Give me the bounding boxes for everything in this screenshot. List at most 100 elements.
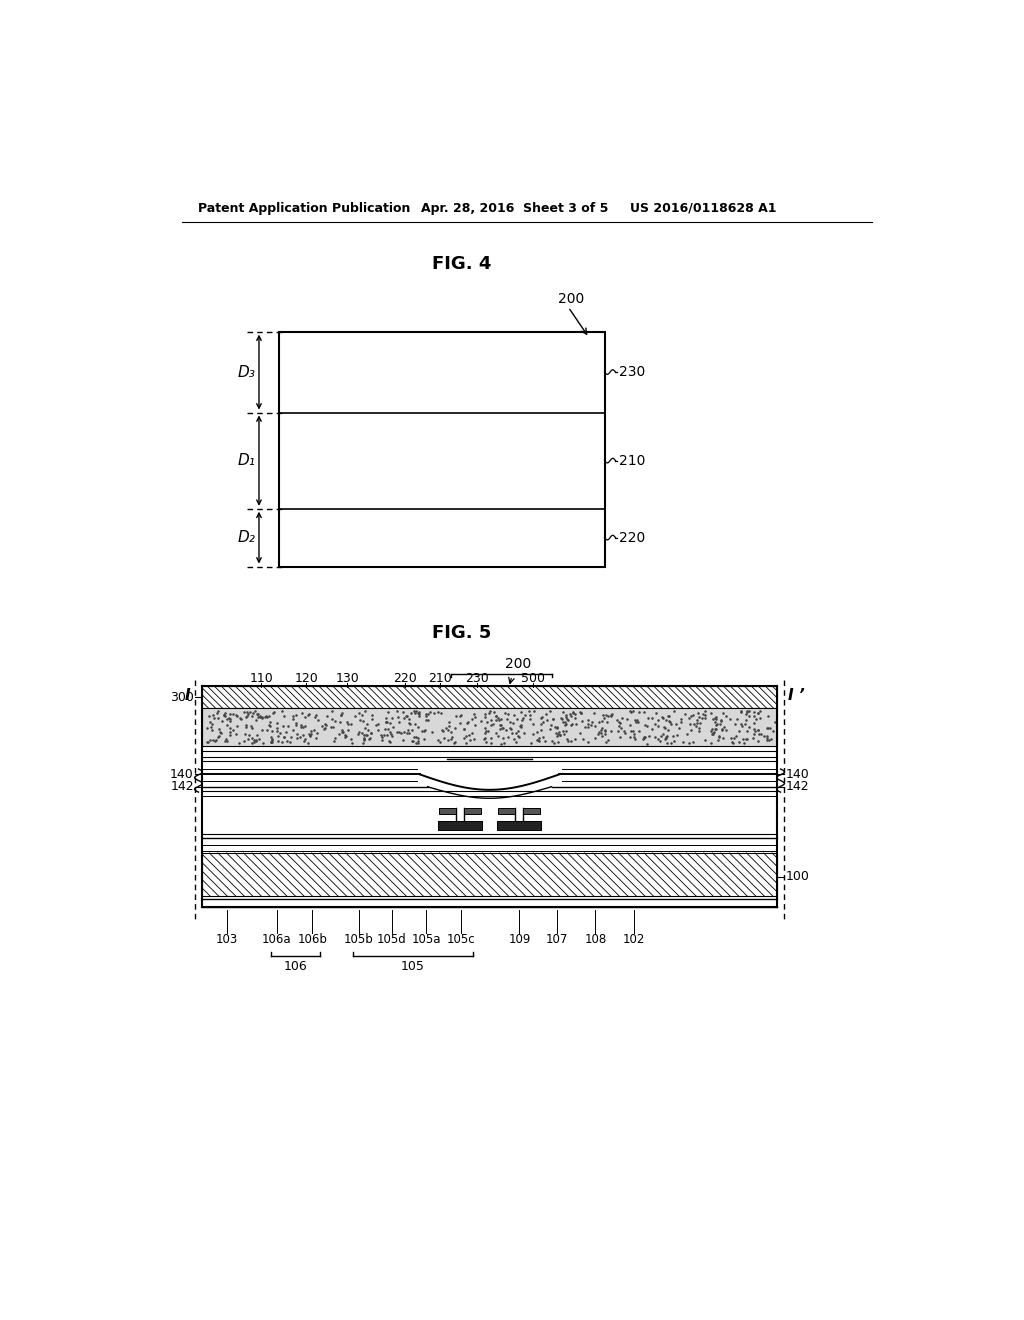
Point (689, 710, 706, 731)
Point (688, 711, 705, 733)
Point (760, 718, 776, 739)
Point (738, 729, 755, 750)
Point (482, 701, 499, 722)
Point (574, 729, 591, 750)
Point (417, 719, 433, 741)
Point (696, 708, 713, 729)
Point (550, 723, 566, 744)
Point (526, 701, 543, 722)
Point (716, 717, 732, 738)
Point (433, 702, 450, 723)
Point (475, 729, 492, 750)
Point (761, 730, 777, 751)
Text: 130: 130 (336, 672, 359, 685)
Point (273, 731, 290, 752)
Point (202, 711, 218, 733)
Point (215, 705, 231, 726)
Point (478, 731, 495, 752)
Point (364, 709, 380, 730)
Point (559, 708, 575, 729)
Point (593, 722, 609, 743)
Text: 109: 109 (508, 933, 530, 945)
Point (506, 705, 522, 726)
Point (685, 731, 701, 752)
Point (238, 706, 254, 727)
Point (350, 722, 367, 743)
Point (750, 719, 766, 741)
Point (452, 705, 468, 726)
Point (431, 731, 447, 752)
Point (548, 723, 564, 744)
Point (288, 704, 304, 725)
Point (684, 705, 700, 726)
Point (487, 709, 504, 730)
Point (483, 727, 500, 748)
Point (259, 706, 275, 727)
Point (410, 731, 426, 752)
Point (498, 702, 514, 723)
Point (503, 718, 519, 739)
Point (552, 725, 568, 746)
Point (662, 711, 678, 733)
Point (750, 702, 766, 723)
Point (355, 710, 372, 731)
Point (303, 721, 319, 742)
Point (512, 714, 528, 735)
Point (495, 727, 511, 748)
Point (639, 733, 655, 754)
Point (456, 727, 472, 748)
Point (748, 721, 764, 742)
Point (253, 719, 269, 741)
Point (583, 715, 599, 737)
Point (740, 706, 757, 727)
Point (591, 721, 607, 742)
Point (510, 726, 526, 747)
Point (422, 701, 438, 722)
Point (333, 704, 349, 725)
Point (489, 726, 506, 747)
Point (563, 706, 580, 727)
Point (702, 733, 719, 754)
Point (411, 727, 427, 748)
Point (530, 730, 547, 751)
Point (262, 715, 279, 737)
Point (681, 708, 697, 729)
Point (564, 702, 581, 723)
Point (644, 719, 660, 741)
Point (262, 711, 279, 733)
Point (539, 709, 555, 730)
Point (572, 702, 589, 723)
Point (508, 722, 524, 743)
Point (442, 729, 459, 750)
Point (272, 722, 289, 743)
Point (750, 719, 766, 741)
Point (656, 717, 673, 738)
Point (356, 729, 373, 750)
Point (538, 704, 554, 725)
Point (532, 713, 549, 734)
Point (624, 721, 640, 742)
Point (206, 708, 222, 729)
Point (678, 723, 694, 744)
Point (493, 733, 509, 754)
Point (483, 733, 500, 754)
Point (292, 726, 308, 747)
Point (759, 727, 775, 748)
Point (295, 717, 311, 738)
Point (615, 721, 632, 742)
Point (562, 715, 579, 737)
Point (352, 710, 369, 731)
Point (756, 726, 772, 747)
Point (663, 713, 679, 734)
Point (733, 701, 750, 722)
Point (458, 733, 474, 754)
Point (586, 702, 602, 723)
Point (603, 705, 620, 726)
Point (438, 718, 455, 739)
Point (650, 709, 667, 730)
Point (247, 701, 263, 722)
Point (629, 709, 645, 730)
Point (212, 722, 228, 743)
Point (478, 721, 495, 742)
Point (705, 722, 721, 743)
